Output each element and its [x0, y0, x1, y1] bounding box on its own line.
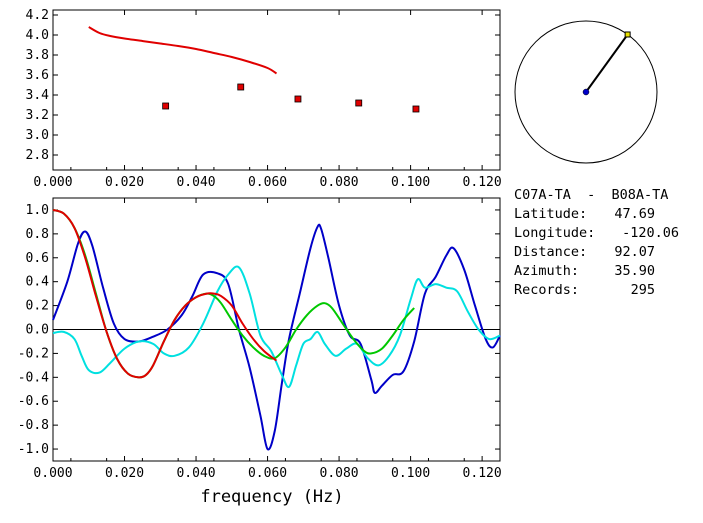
x-tick-label: 0.020	[105, 466, 144, 481]
y-tick-label: 3.0	[26, 128, 49, 143]
y-tick-label: -0.6	[18, 394, 49, 409]
y-tick-label: 3.8	[26, 48, 49, 63]
top-plot-frame	[52, 9, 501, 171]
x-tick-label: 0.020	[105, 175, 144, 190]
y-tick-label: 0.2	[26, 299, 49, 314]
azimuth-end-marker	[624, 31, 631, 38]
latitude-value: 47.69	[614, 206, 655, 222]
y-tick-label: 4.2	[26, 8, 49, 23]
azimuth-value: 35.90	[614, 263, 655, 279]
distance-label: Distance:	[514, 244, 587, 260]
y-tick-label: 3.6	[26, 68, 49, 83]
azimuth-direction-line	[585, 33, 629, 93]
coherency-chart: 0.000 0.020 0.040 0.060 0.080 0.100 0.120 -1.0 -…	[18, 197, 502, 507]
series-line-0	[52, 223, 501, 451]
records-label: Records:	[514, 282, 579, 298]
data-point	[162, 102, 170, 110]
phase-velocity-chart: 0.000 0.020 0.040 0.060 0.080 0.100 0.120 2.8 3.…	[26, 8, 502, 190]
azimuth-circle	[514, 20, 658, 164]
x-tick-label: 0.080	[320, 175, 359, 190]
y-tick-label: 0.4	[26, 275, 50, 290]
y-tick-label: -1.0	[18, 442, 49, 457]
series-line-3	[52, 208, 278, 379]
azimuth-label: Azimuth:	[514, 263, 579, 279]
x-tick-label: 0.060	[248, 466, 287, 481]
y-tick-label: 1.0	[26, 203, 49, 218]
x-tick-label: 0.040	[176, 175, 215, 190]
x-tick-label: 0.040	[176, 466, 215, 481]
data-point	[412, 105, 420, 113]
y-tick-label: -0.2	[18, 346, 49, 361]
x-axis-label: frequency (Hz)	[200, 487, 343, 507]
x-tick-label: 0.000	[33, 466, 72, 481]
station-info: C07A-TA - B08A-TA Latitude: 47.69 Longit…	[514, 187, 679, 298]
x-tick-label: 0.100	[391, 466, 430, 481]
x-tick-label: 0.000	[33, 175, 72, 190]
azimuth-plot	[514, 20, 658, 164]
y-tick-label: 0.8	[26, 227, 49, 242]
y-tick-label: 4.0	[26, 28, 49, 43]
longitude-value: -120.06	[622, 225, 679, 241]
x-tick-label: 0.060	[248, 175, 287, 190]
y-tick-label: 3.4	[26, 88, 50, 103]
data-point	[237, 83, 245, 91]
latitude-label: Latitude:	[514, 206, 587, 222]
x-tick-label: 0.080	[320, 466, 359, 481]
y-tick-label: 0.6	[26, 251, 49, 266]
y-tick-label: 2.8	[26, 148, 49, 163]
series-line-1	[52, 265, 501, 389]
longitude-label: Longitude:	[514, 225, 595, 241]
y-tick-label: 3.2	[26, 108, 49, 123]
data-point	[355, 99, 363, 107]
y-tick-label: -0.8	[18, 418, 49, 433]
station-pair-title: C07A-TA - B08A-TA	[514, 187, 668, 203]
records-value: 295	[631, 282, 655, 298]
series-line-0	[88, 26, 278, 75]
x-tick-label: 0.120	[463, 175, 502, 190]
y-tick-label: -0.4	[18, 370, 49, 385]
data-point	[294, 95, 302, 103]
y-tick-label: 0.0	[26, 323, 49, 338]
x-tick-label: 0.100	[391, 175, 430, 190]
series-line-2	[52, 208, 415, 379]
distance-value: 92.07	[614, 244, 655, 260]
azimuth-center-marker	[582, 88, 590, 96]
x-tick-label: 0.120	[463, 466, 502, 481]
